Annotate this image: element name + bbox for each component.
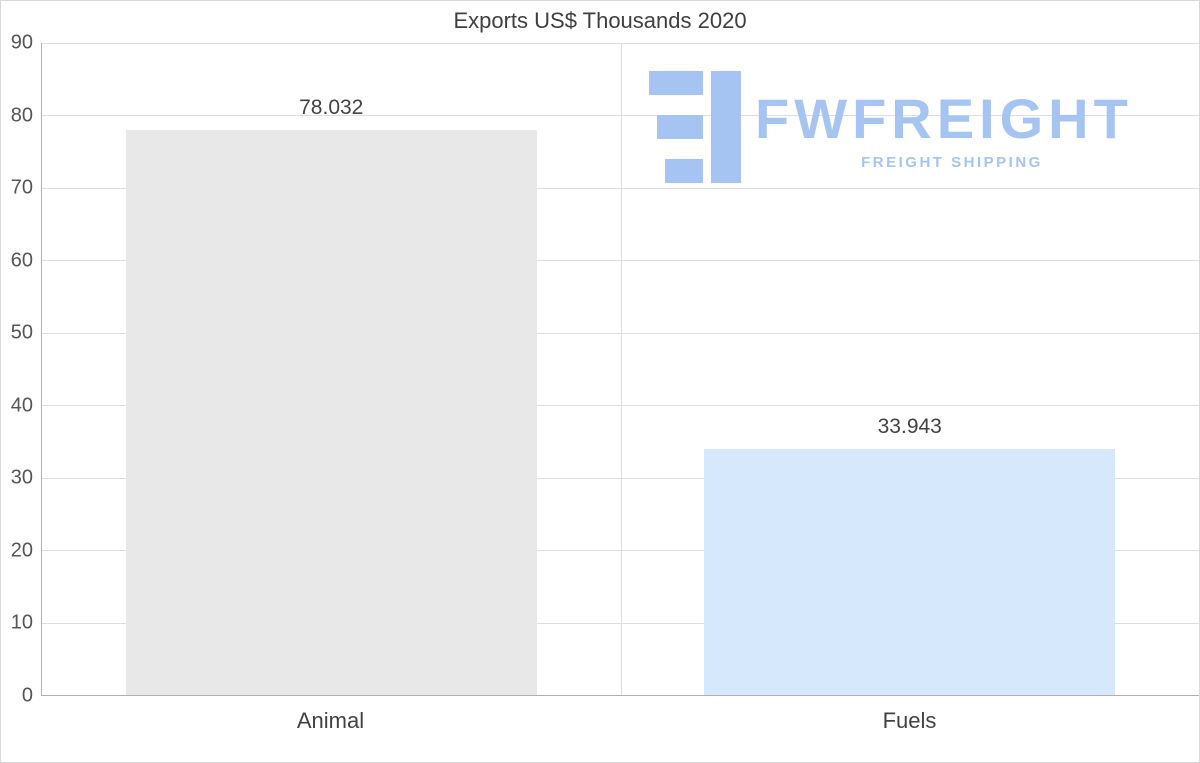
y-axis-labels: 0 10 20 30 40 50 60 70 80 90 xyxy=(1,32,37,707)
x-tick-label-animal: Animal xyxy=(296,708,365,733)
y-tick-label-40: 40 xyxy=(10,394,33,417)
brand-name: FWFREIGHT xyxy=(755,87,1133,150)
y-tick-label-90: 90 xyxy=(10,31,33,54)
brand-tagline: FREIGHT SHIPPING xyxy=(861,154,1043,171)
bar-value-label-fuels: 33.943 xyxy=(877,415,942,439)
chart-title: Exports US$ Thousands 2020 xyxy=(453,8,747,33)
x-axis-labels: Animal Fuels xyxy=(41,696,1199,756)
bar-value-label-animal: 78.032 xyxy=(299,95,364,119)
fwfreight-watermark: FWFREIGHT FREIGHT SHIPPING xyxy=(649,71,1133,183)
y-tick-label-30: 30 xyxy=(10,466,33,489)
category-band-animal: 78.032 xyxy=(42,43,621,695)
y-tick-label-60: 60 xyxy=(10,249,33,272)
y-tick-label-20: 20 xyxy=(10,539,33,562)
category-band-fuels: 33.943 xyxy=(621,43,1200,695)
bar-animal xyxy=(125,129,537,695)
logo-text-block: FWFREIGHT FREIGHT SHIPPING xyxy=(755,71,1133,172)
fwfreight-logo-icon xyxy=(649,71,741,183)
y-tick-label-80: 80 xyxy=(10,104,33,127)
y-tick-label-10: 10 xyxy=(10,611,33,634)
y-tick-label-0: 0 xyxy=(21,684,33,707)
y-tick-label-50: 50 xyxy=(10,321,33,344)
vertical-gridline-1 xyxy=(620,43,622,695)
x-tick-label-fuels: Fuels xyxy=(882,708,937,733)
y-tick-label-70: 70 xyxy=(10,176,33,199)
plot-area: 78.032 33.943 xyxy=(41,43,1199,696)
bar-fuels xyxy=(704,449,1116,695)
